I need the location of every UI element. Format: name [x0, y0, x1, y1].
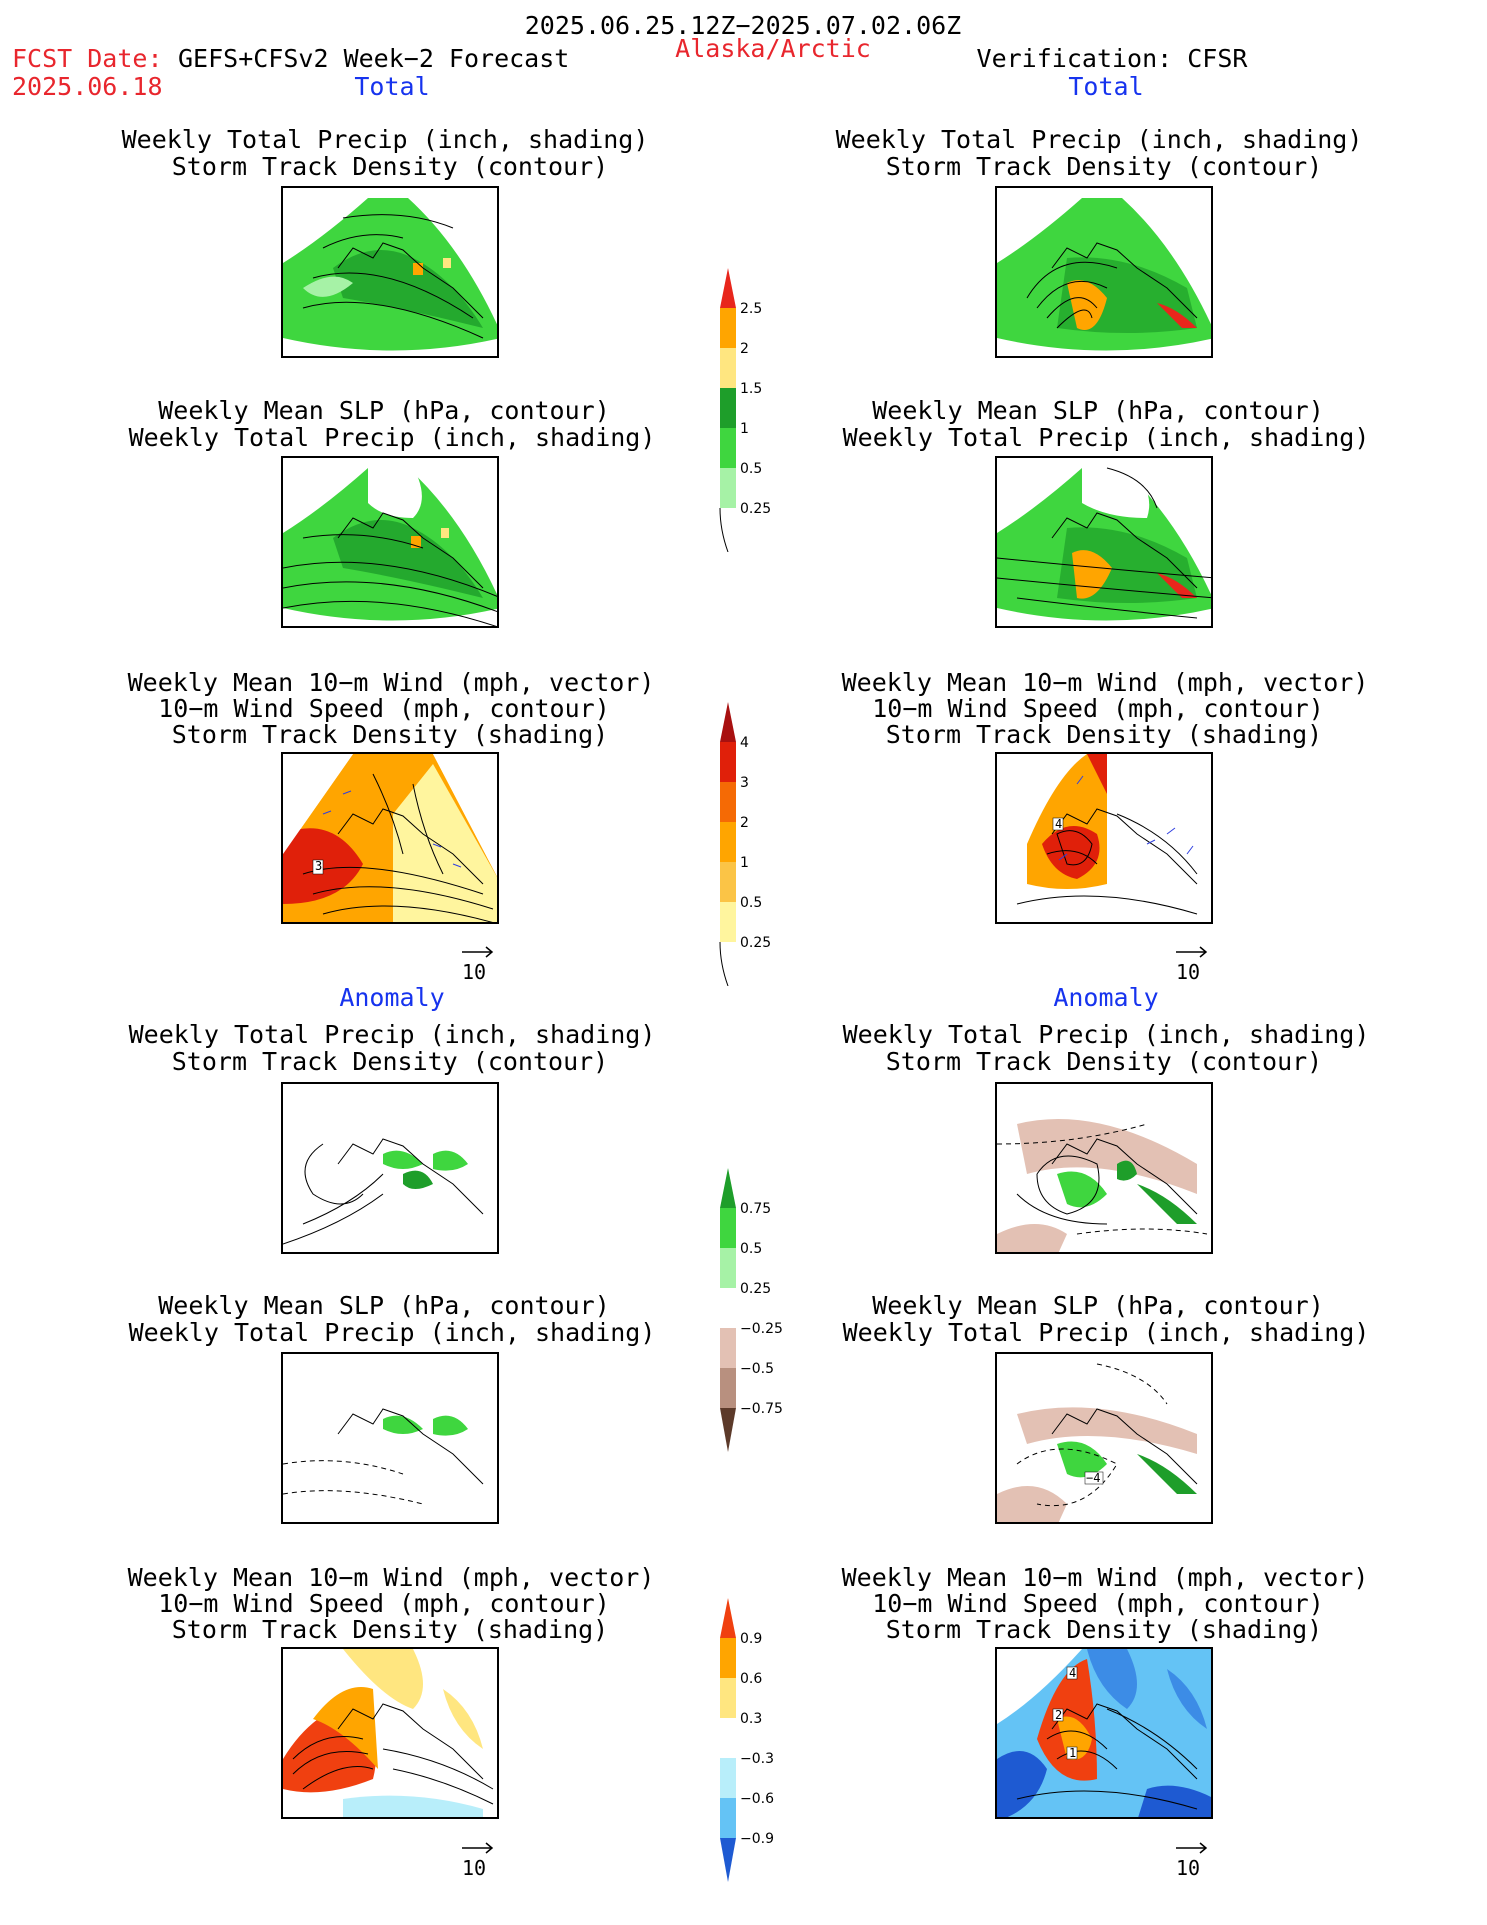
- colorbar-tick-label: −0.5: [740, 1361, 774, 1377]
- map-cfsr-total-slp: [995, 456, 1213, 628]
- fcst-date-label: FCST Date:: [12, 44, 163, 73]
- vector-reference-label: 10: [1176, 1856, 1201, 1880]
- panel-title-line: Storm Track Density (contour): [171, 152, 609, 181]
- panel-title-line: Weekly Total Precip (inch, shading): [842, 1318, 1370, 1347]
- panel-title-line: 10−m Wind Speed (mph, contour): [872, 1589, 1324, 1618]
- panel-title-line: Storm Track Density (shading): [171, 1615, 609, 1644]
- panel-title-line: Weekly Mean 10−m Wind (mph, vector): [127, 1563, 655, 1592]
- colorbar-tick-label: 0.5: [740, 461, 763, 477]
- panel-title-line: Storm Track Density (contour): [885, 152, 1323, 181]
- panel-title-line: Storm Track Density (contour): [885, 1047, 1323, 1076]
- colorbar-tick-label: 0.25: [740, 935, 772, 951]
- map-cfsr-anom-slp: −4: [995, 1352, 1213, 1524]
- colorbar-tick-label: 2.5: [740, 301, 763, 317]
- colorbar-tick-label: −0.75: [740, 1401, 783, 1417]
- map-cfsr-total-wind: 4: [995, 752, 1213, 924]
- colorbar-total-precip: 2.5 2 1.5 1 0.5 0.25: [718, 268, 808, 552]
- colorbar-tick-label: 0.25: [740, 501, 772, 517]
- map-label: −4: [1086, 1471, 1101, 1485]
- colorbar-tick-label: 2: [740, 815, 749, 831]
- map-label: 4: [1055, 817, 1063, 831]
- panel-title-line: Weekly Total Precip (inch, shading): [128, 1318, 656, 1347]
- vector-reference: 10: [460, 944, 500, 984]
- region-label: Alaska/Arctic: [675, 34, 871, 63]
- map-label: 3: [315, 859, 323, 873]
- colorbar-tick-label: −0.9: [740, 1831, 774, 1847]
- map-label: 4: [1069, 1666, 1077, 1680]
- panel-title-line: 10−m Wind Speed (mph, contour): [872, 694, 1324, 723]
- vector-reference-label: 10: [462, 1856, 487, 1880]
- map-cfsr-anom-wind: 4 1 2: [995, 1647, 1213, 1819]
- panel-title-line: Weekly Total Precip (inch, shading): [835, 125, 1363, 154]
- map-label: 2: [1055, 1708, 1063, 1722]
- colorbar-tick-label: 0.5: [740, 895, 763, 911]
- panel-title-line: Storm Track Density (shading): [171, 720, 609, 749]
- panel-title-line: Weekly Total Precip (inch, shading): [128, 1020, 656, 1049]
- colorbar-tick-label: −0.6: [740, 1791, 774, 1807]
- colorbar-tick-label: 0.3: [740, 1711, 763, 1727]
- colorbar-anom-storm-density: 0.9 0.6 0.3 −0.3 −0.6 −0.9: [718, 1598, 808, 1882]
- panel-title-line: Storm Track Density (shading): [885, 720, 1323, 749]
- vector-reference: 10: [460, 1840, 500, 1880]
- model-label: GEFS+CFSv2 Week−2 Forecast: [178, 44, 570, 73]
- map-fcst-anom-precip: [281, 1082, 499, 1254]
- colorbar-tick-label: 1.5: [740, 381, 763, 397]
- anomaly-section-label-left: Anomaly: [339, 983, 445, 1012]
- panel-title-line: Weekly Total Precip (inch, shading): [842, 423, 1370, 452]
- map-fcst-anom-slp: [281, 1352, 499, 1524]
- vector-reference: 10: [1174, 1840, 1214, 1880]
- vector-reference: 10: [1174, 944, 1214, 984]
- panel-title-line: Weekly Mean SLP (hPa, contour): [872, 396, 1324, 425]
- colorbar-tick-label: 1: [740, 855, 749, 871]
- total-section-label-left: Total: [354, 72, 430, 101]
- map-fcst-total-wind: 3: [281, 752, 499, 924]
- colorbar-tick-label: 4: [740, 735, 749, 751]
- total-section-label-right: Total: [1068, 72, 1144, 101]
- panel-title-line: Weekly Mean 10−m Wind (mph, vector): [841, 1563, 1369, 1592]
- colorbar-tick-label: 0.9: [740, 1631, 763, 1647]
- panel-title-line: Weekly Total Precip (inch, shading): [121, 125, 649, 154]
- vector-reference-label: 10: [462, 960, 487, 984]
- fcst-date-value: 2025.06.18: [12, 72, 163, 101]
- anomaly-section-label-right: Anomaly: [1053, 983, 1159, 1012]
- colorbar-tick-label: 3: [740, 775, 749, 791]
- panel-title-line: Weekly Mean SLP (hPa, contour): [158, 1291, 610, 1320]
- panel-title-line: Weekly Total Precip (inch, shading): [128, 423, 656, 452]
- colorbar-anom-precip: 0.75 0.5 0.25 −0.25 −0.5 −0.75: [718, 1168, 808, 1452]
- colorbar-tick-label: 0.6: [740, 1671, 763, 1687]
- panel-title-line: Weekly Mean 10−m Wind (mph, vector): [127, 668, 655, 697]
- colorbar-tick-label: 0.75: [740, 1201, 772, 1217]
- map-fcst-total-slp: [281, 456, 499, 628]
- verification-label: Verification: CFSR: [976, 44, 1248, 73]
- colorbar-tick-label: −0.25: [740, 1321, 783, 1337]
- colorbar-tick-label: 1: [740, 421, 749, 437]
- colorbar-tick-label: 0.5: [740, 1241, 763, 1257]
- colorbar-tick-label: 2: [740, 341, 749, 357]
- map-cfsr-total-precip: [995, 186, 1213, 358]
- map-label: 1: [1069, 1746, 1077, 1760]
- panel-title-line: Weekly Total Precip (inch, shading): [842, 1020, 1370, 1049]
- panel-title-line: Weekly Mean SLP (hPa, contour): [158, 396, 610, 425]
- vector-reference-label: 10: [1176, 960, 1201, 984]
- date-range-title: 2025.06.25.12Z−2025.07.02.06Z: [524, 11, 962, 40]
- panel-title-line: 10−m Wind Speed (mph, contour): [158, 694, 610, 723]
- panel-title-line: Weekly Mean SLP (hPa, contour): [872, 1291, 1324, 1320]
- panel-title-line: Storm Track Density (shading): [885, 1615, 1323, 1644]
- colorbar-total-storm-density: 4 3 2 1 0.5 0.25: [718, 702, 808, 986]
- map-cfsr-anom-precip: [995, 1082, 1213, 1254]
- panel-title-line: Weekly Mean 10−m Wind (mph, vector): [841, 668, 1369, 697]
- panel-title-line: Storm Track Density (contour): [171, 1047, 609, 1076]
- map-fcst-anom-wind: [281, 1647, 499, 1819]
- map-fcst-total-precip: [281, 186, 499, 358]
- colorbar-tick-label: 0.25: [740, 1281, 772, 1297]
- panel-title-line: 10−m Wind Speed (mph, contour): [158, 1589, 610, 1618]
- colorbar-tick-label: −0.3: [740, 1751, 774, 1767]
